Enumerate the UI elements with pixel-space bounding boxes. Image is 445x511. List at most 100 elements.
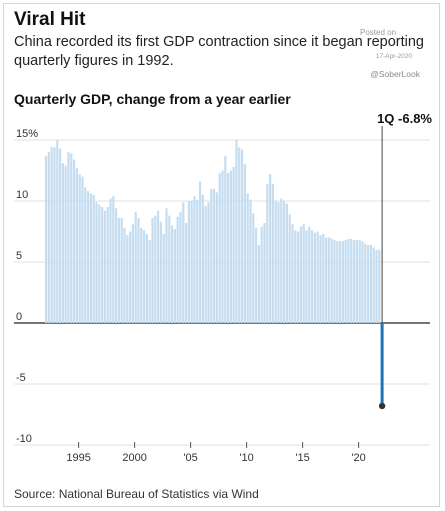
gdp-bar xyxy=(339,241,342,323)
gdp-bar xyxy=(364,243,367,323)
gdp-bar xyxy=(109,198,112,323)
gdp-bar xyxy=(50,147,53,323)
y-tick-label: 10 xyxy=(16,189,28,201)
gdp-bar xyxy=(84,187,87,323)
gdp-bar xyxy=(179,211,182,323)
x-tick-label: 1995 xyxy=(66,452,90,464)
gdp-bar xyxy=(333,240,336,323)
gdp-bar xyxy=(112,196,115,323)
gdp-bar xyxy=(59,148,62,323)
gdp-bar xyxy=(249,199,252,323)
gdp-bar xyxy=(375,249,378,323)
gdp-bar xyxy=(224,155,227,323)
gdp-bar xyxy=(255,227,258,323)
y-tick-label: 5 xyxy=(16,250,22,262)
gdp-bar xyxy=(126,235,129,323)
gdp-bar xyxy=(143,230,146,323)
callout-group: 1Q -6.8% xyxy=(377,111,432,410)
gdp-bar xyxy=(361,241,364,323)
y-tick-label: 15% xyxy=(16,128,38,140)
gdp-bar xyxy=(213,188,216,323)
gdp-bar xyxy=(117,218,120,323)
gdp-bar xyxy=(221,170,224,323)
gdp-bar xyxy=(176,216,179,323)
gdp-bar xyxy=(201,194,204,323)
gdp-bar xyxy=(193,196,196,323)
gdp-bar xyxy=(302,224,305,323)
gdp-bar xyxy=(78,174,81,323)
gdp-bar xyxy=(252,213,255,323)
gdp-bar xyxy=(134,211,137,323)
gdp-bar xyxy=(137,218,140,323)
gdp-bar xyxy=(288,214,291,323)
gdp-bar xyxy=(145,233,148,323)
x-tick-label: '10 xyxy=(239,452,253,464)
gdp-bar xyxy=(157,210,160,323)
gdp-bar xyxy=(131,224,134,323)
gdp-bar xyxy=(311,230,314,323)
gdp-bar xyxy=(89,193,92,323)
gdp-bar xyxy=(313,232,316,323)
gdp-bar xyxy=(269,174,272,323)
y-tick-label: -10 xyxy=(16,433,32,445)
gdp-bar xyxy=(266,183,269,323)
gdp-bar xyxy=(350,238,353,323)
gdp-bar xyxy=(327,237,330,323)
gdp-bar xyxy=(285,203,288,323)
chart-frame xyxy=(3,3,440,507)
gdp-bar xyxy=(73,159,76,323)
gdp-bar xyxy=(369,244,372,323)
y-tick-label: -5 xyxy=(16,372,26,384)
gdp-bar xyxy=(190,201,193,323)
gdp-bar xyxy=(81,176,84,323)
y-axis-ticks: 15% 10 5 0 -5 -10 xyxy=(16,128,38,445)
gdp-bar xyxy=(378,249,381,323)
gdp-bar xyxy=(241,149,244,323)
gdp-bar xyxy=(291,224,294,323)
gdp-bar xyxy=(56,140,59,323)
gdp-bar xyxy=(45,155,48,323)
gdp-bar xyxy=(47,152,50,323)
gdp-bar xyxy=(64,165,67,323)
chart-title: Quarterly GDP, change from a year earlie… xyxy=(14,91,291,107)
gdp-bar xyxy=(227,172,230,323)
bar-series xyxy=(45,140,381,323)
gdp-bar xyxy=(159,221,162,323)
gdp-bar xyxy=(358,240,361,323)
gdp-bar xyxy=(151,218,154,323)
gdp-bar xyxy=(95,202,98,323)
gdp-bar xyxy=(280,198,283,323)
x-axis-ticks: 1995 2000 '05 '10 '15 '20 xyxy=(66,442,366,464)
gdp-bar xyxy=(322,233,325,323)
watermark-posted: Posted on xyxy=(359,28,397,37)
gdp-bar xyxy=(336,241,339,323)
gdp-bar xyxy=(106,207,109,323)
gdp-bar xyxy=(263,222,266,323)
gdp-bar xyxy=(171,225,174,323)
gdp-bar xyxy=(367,244,370,323)
gdp-bar xyxy=(316,231,319,323)
gdp-bar xyxy=(92,194,95,323)
gdp-bar xyxy=(185,222,188,323)
y-tick-label: 0 xyxy=(16,311,22,323)
gdp-bar xyxy=(162,233,165,323)
gdp-bar xyxy=(353,240,356,323)
gdp-bar xyxy=(218,172,221,323)
x-tick-label: 2000 xyxy=(122,452,146,464)
gdp-bar xyxy=(294,230,297,323)
gdp-bar xyxy=(101,207,104,323)
gdp-bar xyxy=(53,147,56,323)
gdp-bar xyxy=(148,240,151,323)
x-tick-label: '15 xyxy=(295,452,309,464)
gdp-bar xyxy=(115,208,118,323)
gdp-bar xyxy=(355,240,358,323)
gdp-bar xyxy=(207,202,210,323)
gdp-bar xyxy=(173,229,176,323)
subheadline: China recorded its first GDP contraction… xyxy=(14,34,424,69)
gdp-bar xyxy=(274,201,277,323)
gdp-bar xyxy=(199,181,202,323)
gdp-bar xyxy=(123,227,126,323)
gdp-bar xyxy=(182,202,185,323)
gdp-bar xyxy=(187,201,190,323)
